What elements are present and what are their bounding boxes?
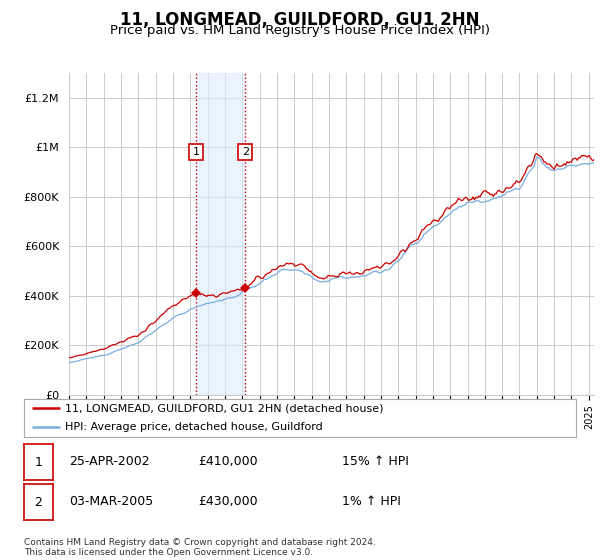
Text: 2: 2 bbox=[242, 147, 249, 157]
Text: 11, LONGMEAD, GUILDFORD, GU1 2HN (detached house): 11, LONGMEAD, GUILDFORD, GU1 2HN (detach… bbox=[65, 403, 384, 413]
Text: 1: 1 bbox=[193, 147, 199, 157]
Text: HPI: Average price, detached house, Guildford: HPI: Average price, detached house, Guil… bbox=[65, 422, 323, 432]
Text: 25-APR-2002: 25-APR-2002 bbox=[69, 455, 149, 468]
Text: 11, LONGMEAD, GUILDFORD, GU1 2HN: 11, LONGMEAD, GUILDFORD, GU1 2HN bbox=[120, 11, 480, 29]
Text: Contains HM Land Registry data © Crown copyright and database right 2024.
This d: Contains HM Land Registry data © Crown c… bbox=[24, 538, 376, 557]
Text: 1% ↑ HPI: 1% ↑ HPI bbox=[342, 495, 401, 508]
Bar bbox=[196, 73, 245, 395]
Text: £410,000: £410,000 bbox=[198, 455, 257, 468]
Text: 2: 2 bbox=[34, 496, 43, 509]
Text: 03-MAR-2005: 03-MAR-2005 bbox=[69, 495, 153, 508]
Text: 15% ↑ HPI: 15% ↑ HPI bbox=[342, 455, 409, 468]
Text: £430,000: £430,000 bbox=[198, 495, 257, 508]
Text: Price paid vs. HM Land Registry's House Price Index (HPI): Price paid vs. HM Land Registry's House … bbox=[110, 24, 490, 37]
Text: 1: 1 bbox=[34, 455, 43, 469]
